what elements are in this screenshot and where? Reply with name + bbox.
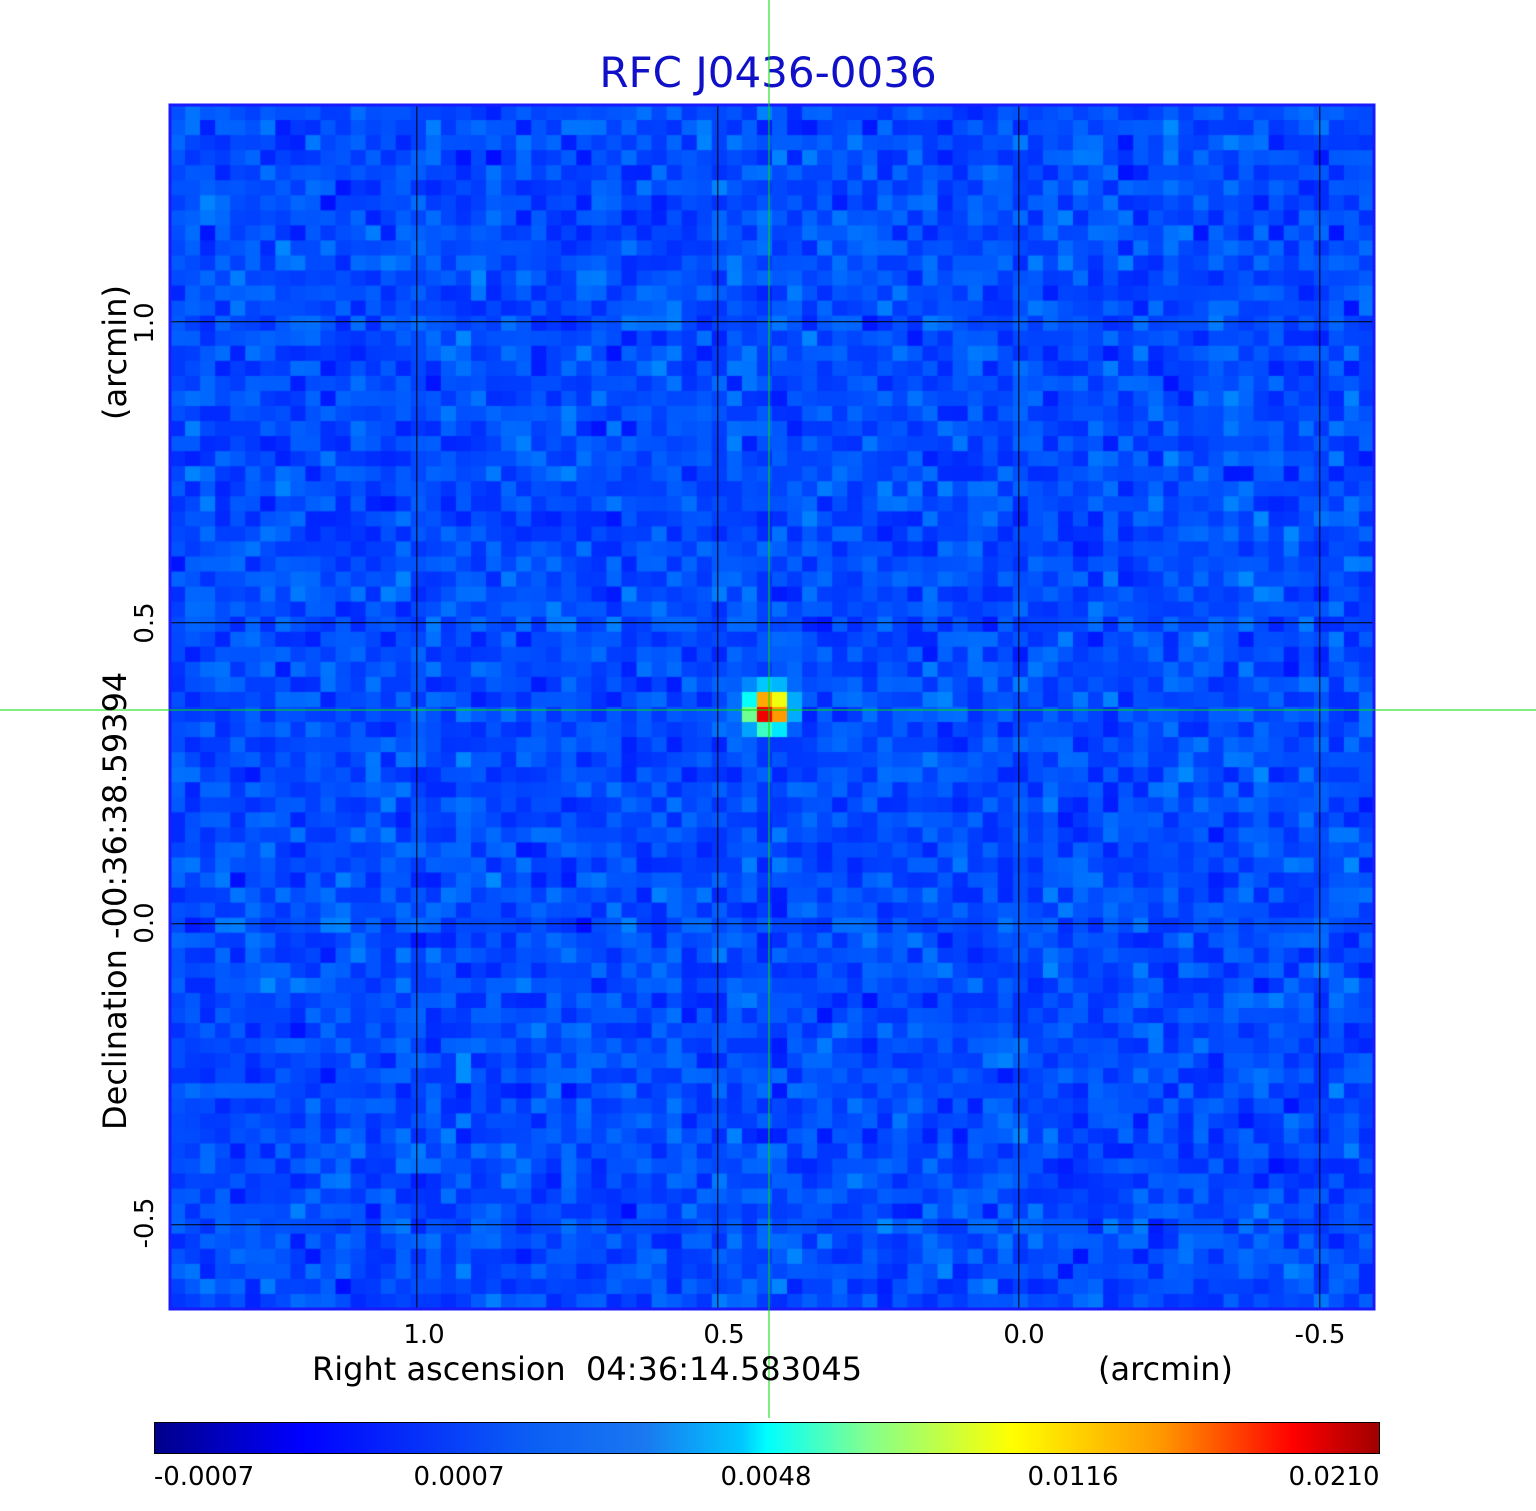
y-tick-label: 0.0 [130, 902, 160, 944]
x-tick-label: 1.0 [403, 1320, 445, 1350]
x-tick-label: 0.0 [1003, 1320, 1045, 1350]
colorbar-tick-label: 0.0210 [1288, 1462, 1380, 1492]
colorbar-tick-label: 0.0048 [720, 1462, 812, 1492]
y-tick-label: 0.5 [130, 602, 160, 644]
plot-frame [168, 103, 1376, 1311]
y-axis-label: Declination -00:36:38.59394 [96, 671, 134, 1130]
x-axis-unit: (arcmin) [1098, 1350, 1233, 1388]
colorbar-tick-label: -0.0007 [153, 1462, 255, 1492]
colorbar [154, 1422, 1380, 1454]
x-axis-label: Right ascension 04:36:14.583045 [312, 1350, 863, 1388]
chart-title: RFC J0436-0036 [599, 48, 937, 97]
x-tick-label: -0.5 [1294, 1320, 1346, 1350]
colorbar-tick-label: 0.0116 [1027, 1462, 1119, 1492]
heatmap-image [170, 105, 1374, 1309]
x-tick-label: 0.5 [703, 1320, 745, 1350]
y-axis-unit: (arcmin) [96, 285, 134, 420]
colorbar-tick-label: 0.0007 [413, 1462, 505, 1492]
y-tick-label: 1.0 [130, 302, 160, 344]
y-tick-label: -0.5 [130, 1197, 160, 1249]
